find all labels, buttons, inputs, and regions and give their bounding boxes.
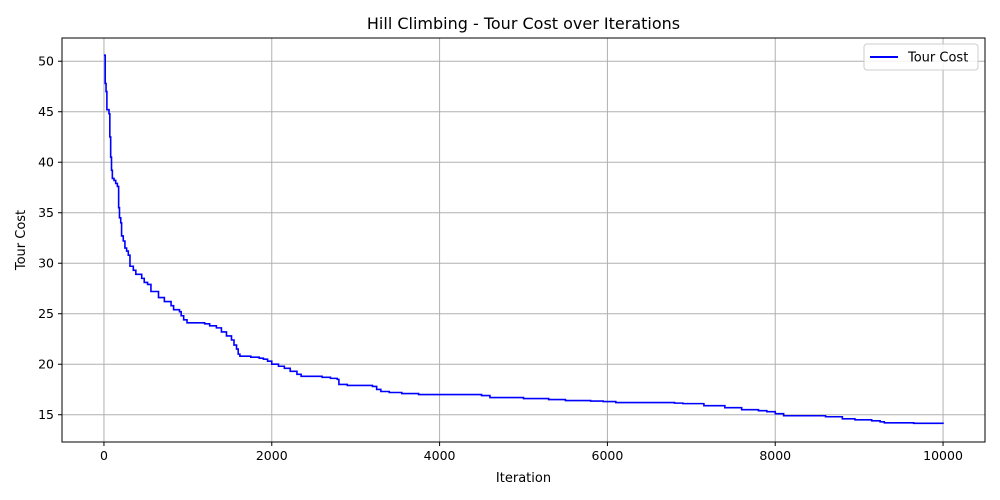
x-tick-label: 6000 (592, 448, 624, 463)
y-tick-label: 15 (38, 407, 54, 422)
legend: Tour Cost (863, 43, 979, 71)
x-tick-label: 8000 (759, 448, 791, 463)
x-axis-label: Iteration (496, 471, 551, 486)
chart-title: Hill Climbing - Tour Cost over Iteration… (367, 14, 680, 33)
x-tick-label: 10000 (923, 448, 963, 463)
x-tick-label: 2000 (256, 448, 288, 463)
y-tick-label: 50 (38, 54, 54, 69)
plot-frame (61, 37, 986, 443)
y-tick-label: 30 (38, 256, 54, 271)
y-tick-label: 35 (38, 205, 54, 220)
y-axis-label: Tour Cost (14, 210, 29, 271)
x-tick-label: 4000 (424, 448, 456, 463)
y-tick-label: 25 (38, 306, 54, 321)
legend-label-tour-cost: Tour Cost (907, 51, 968, 66)
legend-box (863, 43, 979, 71)
y-tick-label: 20 (38, 357, 54, 372)
y-tick-label: 45 (38, 104, 54, 119)
series-layer (103, 54, 944, 425)
tick-labels: 0 2000 4000 6000 8000 10000 15 20 25 30 35 40 45 50 (38, 54, 963, 463)
x-tick-label: 0 (100, 448, 108, 463)
y-tick-label: 40 (38, 155, 54, 170)
series-line-tour-cost (103, 54, 944, 425)
grid-lines (62, 38, 985, 442)
